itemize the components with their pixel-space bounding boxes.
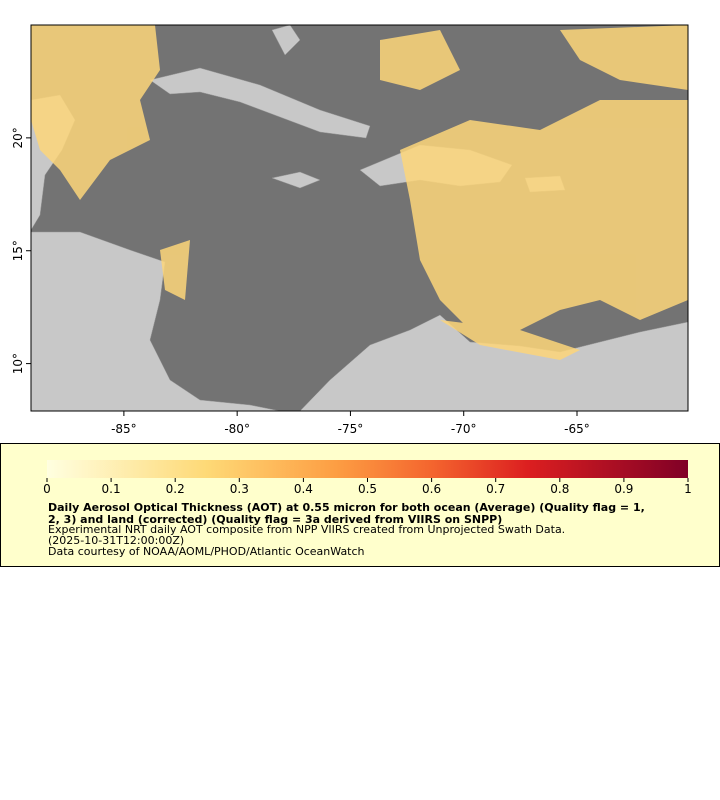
colorbar-tick-label: 0 [43,482,51,496]
jamaica [271,171,321,189]
aerosol-patch [160,240,190,300]
y-tick-label: 15° [11,240,25,261]
central-america [31,231,281,411]
colorbar-tick-label: 0.7 [486,482,505,496]
colorbar-tick-label: 0.1 [102,482,121,496]
cuba [149,67,371,139]
colorbar-tick-label: 0.6 [422,482,441,496]
map-frame [30,24,689,412]
x-tick-label: -75° [338,422,364,436]
colorbar-tick-label: 0.8 [550,482,569,496]
colorbar-tick-label: 0.2 [166,482,185,496]
aerosol-patch [380,30,460,90]
colorbar-tick-label: 0.5 [358,482,377,496]
colorbar-tick-label: 1 [684,482,692,496]
x-tick-label: -80° [224,422,250,436]
aerosol-patch [440,320,580,360]
colorbar-tick-label: 0.4 [294,482,313,496]
map [31,25,688,411]
legend-line: (2025-10-31T12:00:00Z) [48,534,184,547]
colorbar [47,460,688,478]
x-tick-label: -70° [451,422,477,436]
bahamas [271,25,301,56]
colorbar-tick-label: 0.3 [230,482,249,496]
x-tick-label: -85° [111,422,137,436]
x-tick-label: -65° [564,422,590,436]
legend-line: Experimental NRT daily AOT composite fro… [48,523,565,536]
y-tick-label: 10° [11,353,25,374]
legend-line: Data courtesy of NOAA/AOML/PHOD/Atlantic… [48,545,365,558]
legend-title: Daily Aerosol Optical Thickness (AOT) at… [48,501,645,514]
aerosol-patch [400,100,688,330]
aerosol-patch [31,25,160,200]
y-tick-label: 20° [11,127,25,148]
legend-title: 2, 3) and land (corrected) (Quality flag… [48,513,502,526]
colorbar-tick-label: 0.9 [614,482,633,496]
aerosol [31,25,688,360]
aerosol-patch [560,25,688,90]
